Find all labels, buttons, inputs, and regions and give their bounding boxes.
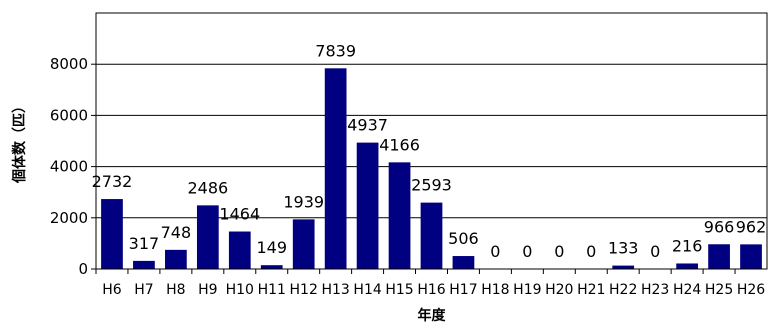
x-tick-label: H25 — [705, 282, 733, 298]
bar — [356, 142, 379, 269]
x-tick-label: H24 — [673, 282, 701, 298]
x-tick-label: H6 — [102, 282, 122, 298]
data-label: 133 — [608, 239, 639, 258]
bar — [420, 202, 443, 269]
y-tick-label: 2000 — [50, 209, 88, 227]
x-tick-label: H20 — [545, 282, 573, 298]
x-axis-title: 年度 — [418, 307, 447, 324]
bar — [133, 260, 155, 269]
x-tick-label: H22 — [609, 282, 637, 298]
bar-series — [101, 68, 762, 270]
x-tick-label: H8 — [166, 282, 185, 298]
y-tick-label: 0 — [78, 260, 88, 278]
data-label: 0 — [650, 242, 660, 261]
x-tick-label: H18 — [481, 282, 509, 298]
data-label: 0 — [554, 242, 564, 261]
bar — [260, 265, 283, 269]
x-tick-label: H17 — [449, 282, 477, 298]
y-tick-label: 8000 — [50, 55, 88, 73]
bar — [196, 205, 219, 269]
data-label: 2732 — [92, 172, 133, 191]
x-tick-label: H14 — [353, 282, 381, 298]
bar — [228, 231, 251, 269]
data-label: 2486 — [187, 178, 228, 197]
data-label: 2593 — [411, 176, 452, 195]
data-label: 149 — [256, 238, 287, 257]
data-label: 317 — [129, 234, 160, 253]
x-tick-label: H23 — [641, 282, 669, 298]
x-tick-label: H11 — [258, 282, 286, 298]
data-label: 962 — [736, 217, 767, 236]
bar — [612, 265, 635, 269]
data-label: 966 — [704, 217, 735, 236]
x-tick-label: H12 — [290, 282, 318, 298]
x-tick-label: H16 — [417, 282, 445, 298]
x-tick-label: H7 — [134, 282, 153, 298]
x-tick-label: H21 — [577, 282, 605, 298]
bar — [740, 244, 762, 269]
data-label: 0 — [522, 242, 532, 261]
data-label: 506 — [448, 229, 479, 248]
bar — [101, 199, 123, 269]
x-tick-label: H9 — [198, 282, 217, 298]
bar — [708, 244, 730, 269]
data-label: 748 — [161, 223, 192, 242]
x-axis-ticks: H6 H7 H8 H9 H10 H11 H12 H13 H14 H15 H16 H17 H18 H19 H2… — [95, 269, 765, 298]
bar — [292, 219, 315, 269]
bar — [388, 162, 411, 269]
bar — [165, 249, 187, 269]
x-tick-label: H10 — [226, 282, 254, 298]
data-label: 216 — [672, 236, 703, 255]
y-axis-title: 個体数（匹） — [11, 99, 28, 184]
x-tick-label: H15 — [385, 282, 413, 298]
bar — [676, 263, 698, 269]
x-tick-label: H26 — [737, 282, 765, 298]
bar — [452, 256, 475, 269]
bar — [324, 68, 347, 270]
data-label: 0 — [586, 242, 596, 261]
plot-frame — [95, 12, 768, 270]
data-label: 4937 — [347, 116, 388, 135]
x-tick-label: H19 — [513, 282, 541, 298]
y-tick-label: 6000 — [50, 106, 88, 124]
data-label: 4166 — [379, 135, 420, 154]
y-tick-label: 4000 — [50, 158, 88, 176]
data-label: 7839 — [315, 41, 356, 60]
data-label: 1464 — [219, 205, 260, 224]
x-tick-label: H13 — [321, 282, 349, 298]
data-label: 1939 — [283, 192, 324, 211]
data-label: 0 — [490, 242, 500, 261]
y-axis-ticks: 0 2000 4000 6000 8000 — [50, 55, 96, 278]
